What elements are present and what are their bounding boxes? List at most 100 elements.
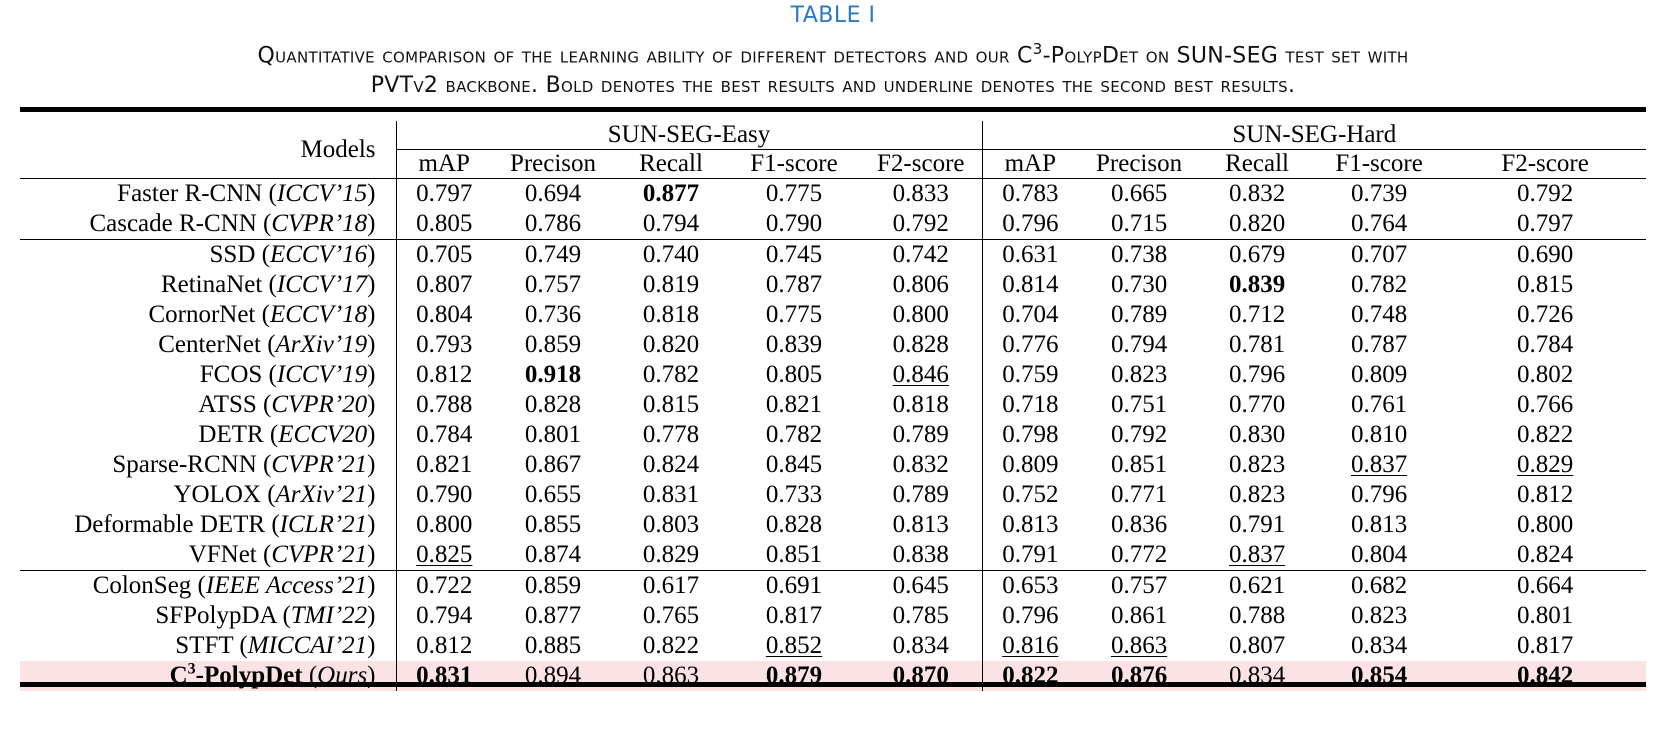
- metric-value-cell: 0.766: [1444, 390, 1646, 420]
- model-venue: MICCAI’21: [247, 632, 368, 659]
- metric-value: 0.837: [1350, 451, 1408, 478]
- metric-value: 0.859: [524, 572, 582, 599]
- table-row: CornorNet (ECCV’18) 0.804 0.736 0.818 0.775 0…: [20, 300, 1646, 330]
- metric-value: 0.832: [1228, 180, 1286, 207]
- metric-value: 0.752: [1002, 481, 1059, 508]
- metric-value-cell: 0.812: [1444, 480, 1646, 510]
- metric-value: 0.823: [1228, 451, 1286, 478]
- metric-value-cell: 0.852: [728, 631, 860, 661]
- metric-value: 0.791: [1228, 511, 1286, 538]
- model-name: ATSS (CVPR’20): [20, 390, 397, 420]
- metric-value: 0.822: [642, 632, 700, 659]
- model-venue-close: ): [367, 572, 376, 599]
- table-row: STFT (MICCAI’21) 0.812 0.885 0.822 0.852 0.83…: [20, 631, 1646, 661]
- metric-value: 0.794: [1110, 331, 1168, 358]
- metric-value-cell: 0.828: [492, 390, 614, 420]
- metric-value: 0.861: [1110, 602, 1168, 629]
- metric-value-cell: 0.813: [1314, 510, 1444, 540]
- metric-value: 0.722: [416, 572, 473, 599]
- metric-value-cell: 0.802: [1444, 360, 1646, 390]
- metric-value-cell: 0.788: [1200, 601, 1314, 631]
- table-row: SFPolypDA (TMI’22) 0.794 0.877 0.765 0.817 0.…: [20, 601, 1646, 631]
- metric-value: 0.782: [1350, 271, 1408, 298]
- metric-value: 0.682: [1350, 572, 1408, 599]
- metric-value-cell: 0.776: [982, 330, 1078, 360]
- metric-value: 0.830: [1228, 421, 1286, 448]
- metric-value-cell: 0.791: [1200, 510, 1314, 540]
- metric-value: 0.783: [1002, 180, 1059, 207]
- metric-value-cell: 0.782: [614, 360, 728, 390]
- metric-value: 0.809: [1002, 451, 1059, 478]
- metric-value-cell: 0.778: [614, 420, 728, 450]
- metric-header: F1-score: [728, 149, 860, 179]
- metric-value-cell: 0.771: [1078, 480, 1200, 510]
- metric-value-cell: 0.617: [614, 570, 728, 601]
- metric-value-cell: 0.818: [860, 390, 983, 420]
- metric-value-cell: 0.859: [492, 330, 614, 360]
- model-venue: CVPR’21: [271, 451, 368, 478]
- metric-value-cell: 0.694: [492, 178, 614, 209]
- metric-value-cell: 0.918: [492, 360, 614, 390]
- metric-value-cell: 0.789: [860, 420, 983, 450]
- metric-value-cell: 0.837: [1200, 540, 1314, 571]
- metric-value-cell: 0.796: [982, 601, 1078, 631]
- metric-value-cell: 0.828: [860, 330, 983, 360]
- metric-value: 0.828: [524, 391, 582, 418]
- metric-value: 0.718: [1002, 391, 1059, 418]
- model-name: Deformable DETR (ICLR’21): [20, 510, 397, 540]
- metric-value-cell: 0.834: [860, 631, 983, 661]
- model-name: Cascade R-CNN (CVPR’18): [20, 209, 397, 240]
- metric-value: 0.631: [1002, 241, 1059, 268]
- metric-value-cell: 0.704: [982, 300, 1078, 330]
- metric-value: 0.805: [416, 210, 473, 237]
- model-venue-close: ): [367, 361, 376, 388]
- metric-value-cell: 0.705: [396, 239, 492, 270]
- metric-value-cell: 0.805: [728, 360, 860, 390]
- metric-value-cell: 0.821: [396, 450, 492, 480]
- metric-value: 0.739: [1350, 180, 1408, 207]
- metric-value: 0.816: [1002, 632, 1059, 659]
- metric-value: 0.859: [524, 331, 582, 358]
- metric-value: 0.782: [642, 361, 700, 388]
- table-row: VFNet (CVPR’21) 0.825 0.874 0.829 0.851 0.838…: [20, 540, 1646, 571]
- model-venue-close: ): [367, 331, 376, 358]
- model-name: SSD (ECCV’16): [20, 239, 397, 270]
- model-name: CornorNet (ECCV’18): [20, 300, 397, 330]
- metric-value-cell: 0.621: [1200, 570, 1315, 601]
- metric-value: 0.748: [1350, 301, 1408, 328]
- metric-value-cell: 0.679: [1200, 239, 1315, 270]
- metric-value: 0.851: [1110, 451, 1168, 478]
- metric-value-cell: 0.787: [728, 270, 860, 300]
- metric-value-cell: 0.682: [1314, 570, 1445, 601]
- metric-value-cell: 0.804: [1314, 540, 1444, 571]
- model-venue-close: ): [367, 301, 376, 328]
- metric-value-cell: 0.807: [1200, 631, 1314, 661]
- metric-value: 0.819: [642, 271, 700, 298]
- model-venue: ArXiv’19: [275, 331, 368, 358]
- metric-value-cell: 0.804: [396, 300, 492, 330]
- metric-value: 0.765: [642, 602, 700, 629]
- metric-value: 0.749: [524, 241, 582, 268]
- metric-value-cell: 0.807: [396, 270, 492, 300]
- metric-value: 0.822: [1516, 421, 1574, 448]
- table-row: CenterNet (ArXiv’19) 0.793 0.859 0.820 0.839…: [20, 330, 1646, 360]
- metric-value-cell: 0.824: [614, 450, 728, 480]
- metric-value: 0.810: [1350, 421, 1408, 448]
- model-name: Faster R-CNN (ICCV’15): [20, 178, 397, 209]
- model-venue-close: ): [367, 662, 376, 689]
- metric-header: Recall: [614, 149, 728, 179]
- metric-value: 0.807: [1228, 632, 1286, 659]
- metric-value-cell: 0.759: [982, 360, 1078, 390]
- metric-value: 0.812: [1516, 481, 1574, 508]
- metric-value: 0.877: [524, 602, 582, 629]
- metric-value-cell: 0.861: [1078, 601, 1200, 631]
- metric-value-cell: 0.782: [728, 420, 860, 450]
- metric-value: 0.736: [524, 301, 582, 328]
- metric-value: 0.802: [1516, 361, 1574, 388]
- table-row: SSD (ECCV’16) 0.705 0.749 0.740 0.745 0.742 0.…: [20, 239, 1647, 270]
- metric-value: 0.839: [1228, 271, 1286, 298]
- metric-value-cell: 0.733: [728, 480, 860, 510]
- metric-value-cell: 0.838: [860, 540, 983, 571]
- metric-value: 0.784: [416, 421, 473, 448]
- metric-value: 0.804: [416, 301, 473, 328]
